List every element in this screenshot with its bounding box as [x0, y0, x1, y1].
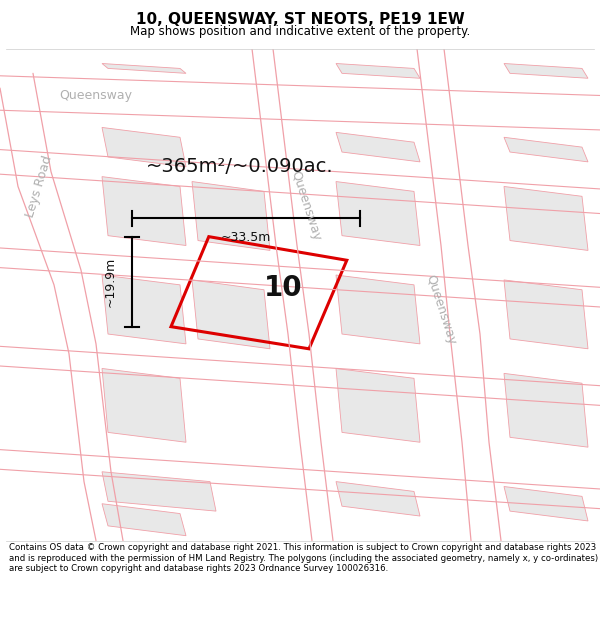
Text: Queensway: Queensway	[59, 89, 133, 102]
Text: Leys Road: Leys Road	[23, 154, 55, 219]
Text: Map shows position and indicative extent of the property.: Map shows position and indicative extent…	[130, 25, 470, 38]
Polygon shape	[504, 486, 588, 521]
Polygon shape	[102, 369, 186, 442]
Polygon shape	[504, 138, 588, 162]
Polygon shape	[336, 132, 420, 162]
Text: ~19.9m: ~19.9m	[104, 256, 117, 307]
Polygon shape	[336, 181, 420, 246]
Polygon shape	[102, 275, 186, 344]
Text: ~365m²/~0.090ac.: ~365m²/~0.090ac.	[146, 158, 334, 176]
Polygon shape	[192, 280, 270, 349]
Polygon shape	[504, 64, 588, 78]
Polygon shape	[102, 64, 186, 73]
Text: Queensway: Queensway	[424, 272, 458, 346]
Polygon shape	[336, 482, 420, 516]
Text: Contains OS data © Crown copyright and database right 2021. This information is : Contains OS data © Crown copyright and d…	[9, 543, 598, 573]
Polygon shape	[102, 127, 186, 167]
Polygon shape	[504, 186, 588, 251]
Polygon shape	[102, 177, 186, 246]
Text: 10, QUEENSWAY, ST NEOTS, PE19 1EW: 10, QUEENSWAY, ST NEOTS, PE19 1EW	[136, 12, 464, 27]
Text: 10: 10	[263, 274, 302, 302]
Text: ~33.5m: ~33.5m	[221, 231, 271, 244]
Polygon shape	[336, 369, 420, 442]
Polygon shape	[504, 373, 588, 447]
Polygon shape	[336, 64, 420, 78]
Polygon shape	[504, 280, 588, 349]
Polygon shape	[102, 472, 216, 511]
Text: Queensway: Queensway	[289, 169, 323, 243]
Polygon shape	[192, 181, 270, 251]
Polygon shape	[336, 275, 420, 344]
Polygon shape	[102, 504, 186, 536]
